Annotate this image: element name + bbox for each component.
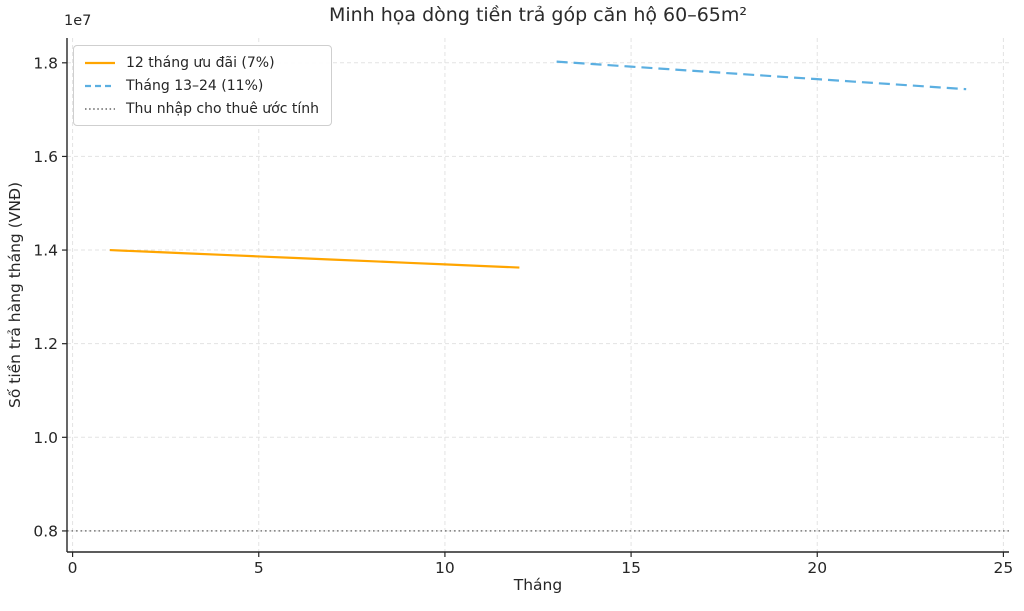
legend-item-label: Tháng 13–24 (11%) <box>126 77 264 94</box>
y-tick-label-1.8: 1.8 <box>33 54 58 72</box>
x-tick-label-5: 5 <box>254 559 264 577</box>
x-axis-label: Tháng <box>513 576 563 594</box>
y-tick-label-1.6: 1.6 <box>33 148 58 166</box>
y-tick-label-1.0: 1.0 <box>33 429 58 447</box>
x-tick-label-20: 20 <box>807 559 827 577</box>
y-tick-label-1.2: 1.2 <box>33 335 58 353</box>
dashed-line-icon <box>85 84 115 87</box>
legend: 12 tháng ưu đãi (7%) Tháng 13–24 (11%) T… <box>73 45 333 126</box>
solid-line-icon <box>85 61 115 64</box>
legend-item-label: 12 tháng ưu đãi (7%) <box>126 54 275 71</box>
y-tick-label-0.8: 0.8 <box>33 522 58 540</box>
legend-item-rental-income: Thu nhập cho thuê ước tính <box>84 99 319 118</box>
x-tick-label-25: 25 <box>994 559 1014 577</box>
series-line-1 <box>556 60 967 91</box>
legend-item-promo: 12 tháng ưu đãi (7%) <box>84 53 319 72</box>
series-line-0 <box>109 248 520 269</box>
legend-item-label: Thu nhập cho thuê ước tính <box>126 100 320 117</box>
dotted-line-icon <box>85 107 115 110</box>
y-tick-label-1.4: 1.4 <box>33 242 58 260</box>
chart-title: Minh họa dòng tiền trả góp căn hộ 60–65m… <box>328 4 748 26</box>
x-tick-label-15: 15 <box>621 559 641 577</box>
y-axis-offset-label: 1e7 <box>64 13 92 29</box>
legend-item-month13-24: Tháng 13–24 (11%) <box>84 76 319 95</box>
x-tick-label-0: 0 <box>68 559 78 577</box>
x-tick-label-10: 10 <box>435 559 455 577</box>
